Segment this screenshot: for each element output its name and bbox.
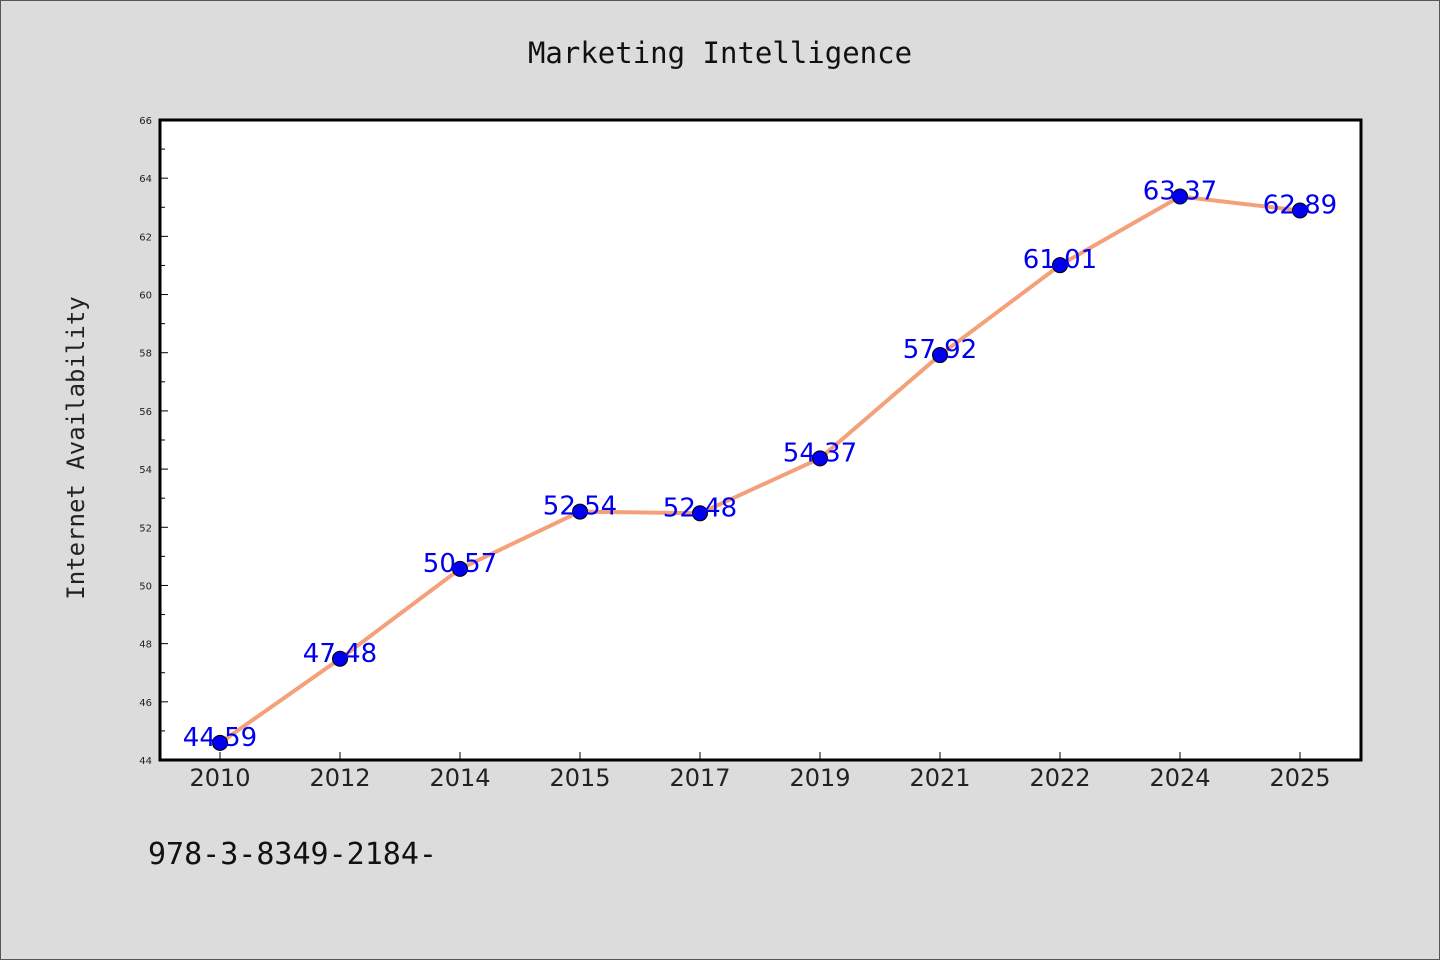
x-tick-label: 2022 (1029, 764, 1090, 792)
data-labels: 44.59 47.48 50.57 52.54 52.48 54.37 57.92 61.01… (183, 177, 1337, 753)
data-point (212, 734, 228, 751)
y-tick-label: 58 (139, 349, 152, 360)
data-point (932, 347, 948, 364)
data-label: 63.37 (1143, 177, 1217, 207)
y-axis-ticks: 44 46 48 50 52 54 56 58 60 62 64 66 (139, 116, 168, 767)
y-tick-label: 46 (139, 698, 152, 709)
y-tick-label: 52 (139, 523, 152, 534)
data-label: 44.59 (183, 723, 257, 753)
data-label: 54.37 (783, 438, 857, 468)
x-tick-label: 2024 (1149, 764, 1210, 792)
chart-title: Marketing Intelligence (528, 36, 912, 70)
x-tick-label: 2012 (309, 764, 370, 792)
x-tick-label: 2025 (1269, 764, 1330, 792)
data-point (812, 450, 828, 467)
y-tick-label: 54 (139, 465, 152, 476)
x-tick-label: 2014 (429, 764, 490, 792)
y-tick-label: 44 (139, 756, 152, 767)
data-label: 52.54 (543, 492, 617, 522)
x-tick-label: 2017 (669, 764, 730, 792)
y-tick-label: 56 (139, 407, 152, 418)
y-axis-label: Internet Availability (62, 296, 90, 599)
data-point (1292, 202, 1308, 219)
data-label: 61.01 (1023, 245, 1097, 275)
x-tick-label: 2019 (789, 764, 850, 792)
y-tick-label: 48 (139, 640, 152, 651)
footer-isbn: 978-3-8349-2184- (148, 837, 437, 872)
data-label: 47.48 (303, 639, 377, 669)
series-line (218, 194, 1302, 745)
data-markers (212, 188, 1308, 751)
data-label: 62.89 (1263, 190, 1337, 220)
y-tick-label: 50 (139, 581, 152, 592)
y-tick-label: 64 (139, 174, 152, 185)
data-point (572, 503, 588, 520)
y-tick-label: 62 (139, 232, 152, 243)
data-point (1052, 257, 1068, 274)
plot-area (158, 118, 1363, 762)
x-tick-label: 2015 (549, 764, 610, 792)
x-axis-ticks: 2010 2012 2014 2015 2017 2019 2021 2022 2024 2025 (189, 752, 1331, 792)
data-label: 50.57 (423, 549, 497, 579)
data-point (692, 505, 708, 522)
y-tick-label: 60 (139, 291, 152, 302)
data-label: 57.92 (903, 335, 977, 365)
y-tick-label: 66 (139, 116, 152, 127)
data-point (1172, 188, 1188, 205)
x-tick-label: 2010 (189, 764, 250, 792)
data-label: 52.48 (663, 493, 737, 523)
data-point (332, 650, 348, 667)
x-tick-label: 2021 (909, 764, 970, 792)
data-point (452, 560, 468, 577)
